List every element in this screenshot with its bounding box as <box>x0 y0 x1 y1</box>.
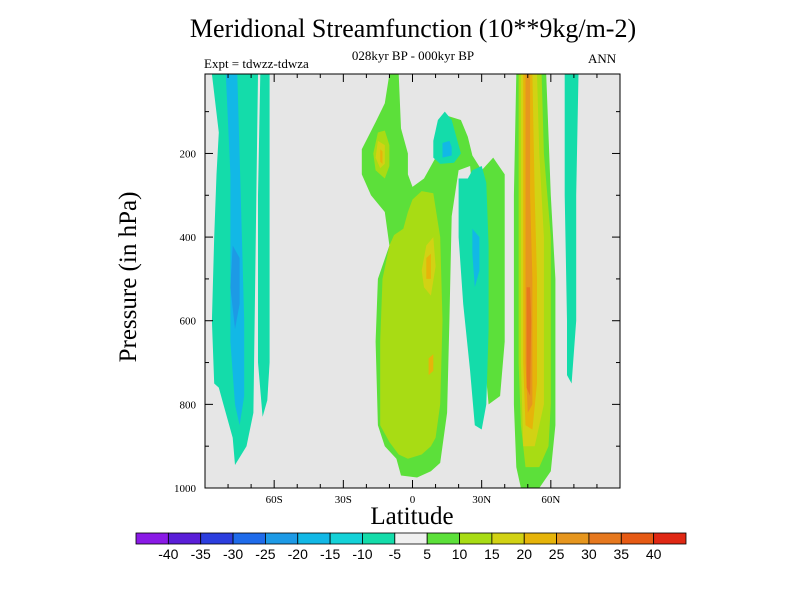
colorbar-swatch <box>135 532 169 545</box>
y-tick-label: 1000 <box>174 483 197 495</box>
colorbar-label: 35 <box>614 546 630 562</box>
chart-subtitle: 028kyr BP - 000kyr BP <box>351 48 475 63</box>
contour-region-12 <box>433 111 461 164</box>
colorbar-swatch <box>362 532 396 545</box>
colorbar-label: -25 <box>255 546 275 562</box>
colorbar-label: 25 <box>549 546 565 562</box>
chart-title: Meridional Streamfunction (10**9kg/m-2) <box>189 14 637 43</box>
colorbar-swatch <box>588 532 622 545</box>
colorbar-label: -10 <box>352 546 372 562</box>
season-label: ANN <box>588 51 617 66</box>
x-tick-label: 30S <box>335 494 352 506</box>
contour-region-10 <box>426 253 431 279</box>
y-tick-label: 200 <box>180 148 197 160</box>
colorbar-swatch <box>426 532 460 545</box>
colorbar-swatch <box>200 532 234 545</box>
experiment-label: Expt = tdwzz-tdwza <box>204 56 309 71</box>
colorbar-swatch <box>556 532 590 545</box>
y-tick-label: 400 <box>180 232 197 244</box>
contour-layer <box>211 74 579 488</box>
colorbar-swatch <box>459 532 493 545</box>
colorbar-swatch <box>394 532 428 545</box>
contour-region-15 <box>472 228 480 288</box>
contour-region-13 <box>442 140 452 158</box>
colorbar-swatch <box>653 532 687 545</box>
colorbar-label: -5 <box>389 546 402 562</box>
colorbar-label: -15 <box>320 546 340 562</box>
x-tick-label: 60N <box>541 494 560 506</box>
contour-region-1 <box>258 74 270 417</box>
x-tick-label: 0 <box>410 494 416 506</box>
contour-region-9 <box>380 149 383 164</box>
colorbar-swatch <box>265 532 299 545</box>
colorbar-label: 10 <box>452 546 468 562</box>
colorbar-label: 15 <box>484 546 500 562</box>
contour-region-21 <box>526 287 532 396</box>
x-tick-label: 30N <box>472 494 491 506</box>
colorbar-label: -40 <box>158 546 178 562</box>
contour-region-11 <box>428 354 434 376</box>
colorbar-label: 5 <box>423 546 431 562</box>
contour-region-22 <box>564 74 579 384</box>
y-tick-label: 800 <box>180 399 197 411</box>
x-tick-label: 60S <box>266 494 283 506</box>
x-axis-label: Latitude <box>370 503 454 530</box>
colorbar: -40 -35 -30 -25 -20 -15 -10 -5 5 10 15 20 25 30 35 40 <box>135 532 687 562</box>
colorbar-swatch <box>297 532 331 545</box>
colorbar-label: 40 <box>646 546 662 562</box>
contour-region-2 <box>225 74 245 426</box>
colorbar-label: -20 <box>288 546 308 562</box>
colorbar-label: 30 <box>581 546 597 562</box>
y-tick-label: 600 <box>180 316 197 328</box>
colorbar-label: -30 <box>223 546 243 562</box>
colorbar-swatch <box>523 532 557 545</box>
contour-region-14 <box>458 166 489 430</box>
colorbar-swatch <box>491 532 525 545</box>
axes-layer: 60S 30S 0 30N 60N 200 400 600 800 1000 <box>174 74 620 506</box>
colorbar-swatch <box>232 532 266 545</box>
contour-region-3 <box>230 245 240 330</box>
colorbar-label: -35 <box>191 546 211 562</box>
colorbar-swatch <box>329 532 363 545</box>
colorbar-swatch <box>167 532 202 545</box>
colorbar-label: 20 <box>516 546 532 562</box>
colorbar-swatch <box>620 532 655 545</box>
